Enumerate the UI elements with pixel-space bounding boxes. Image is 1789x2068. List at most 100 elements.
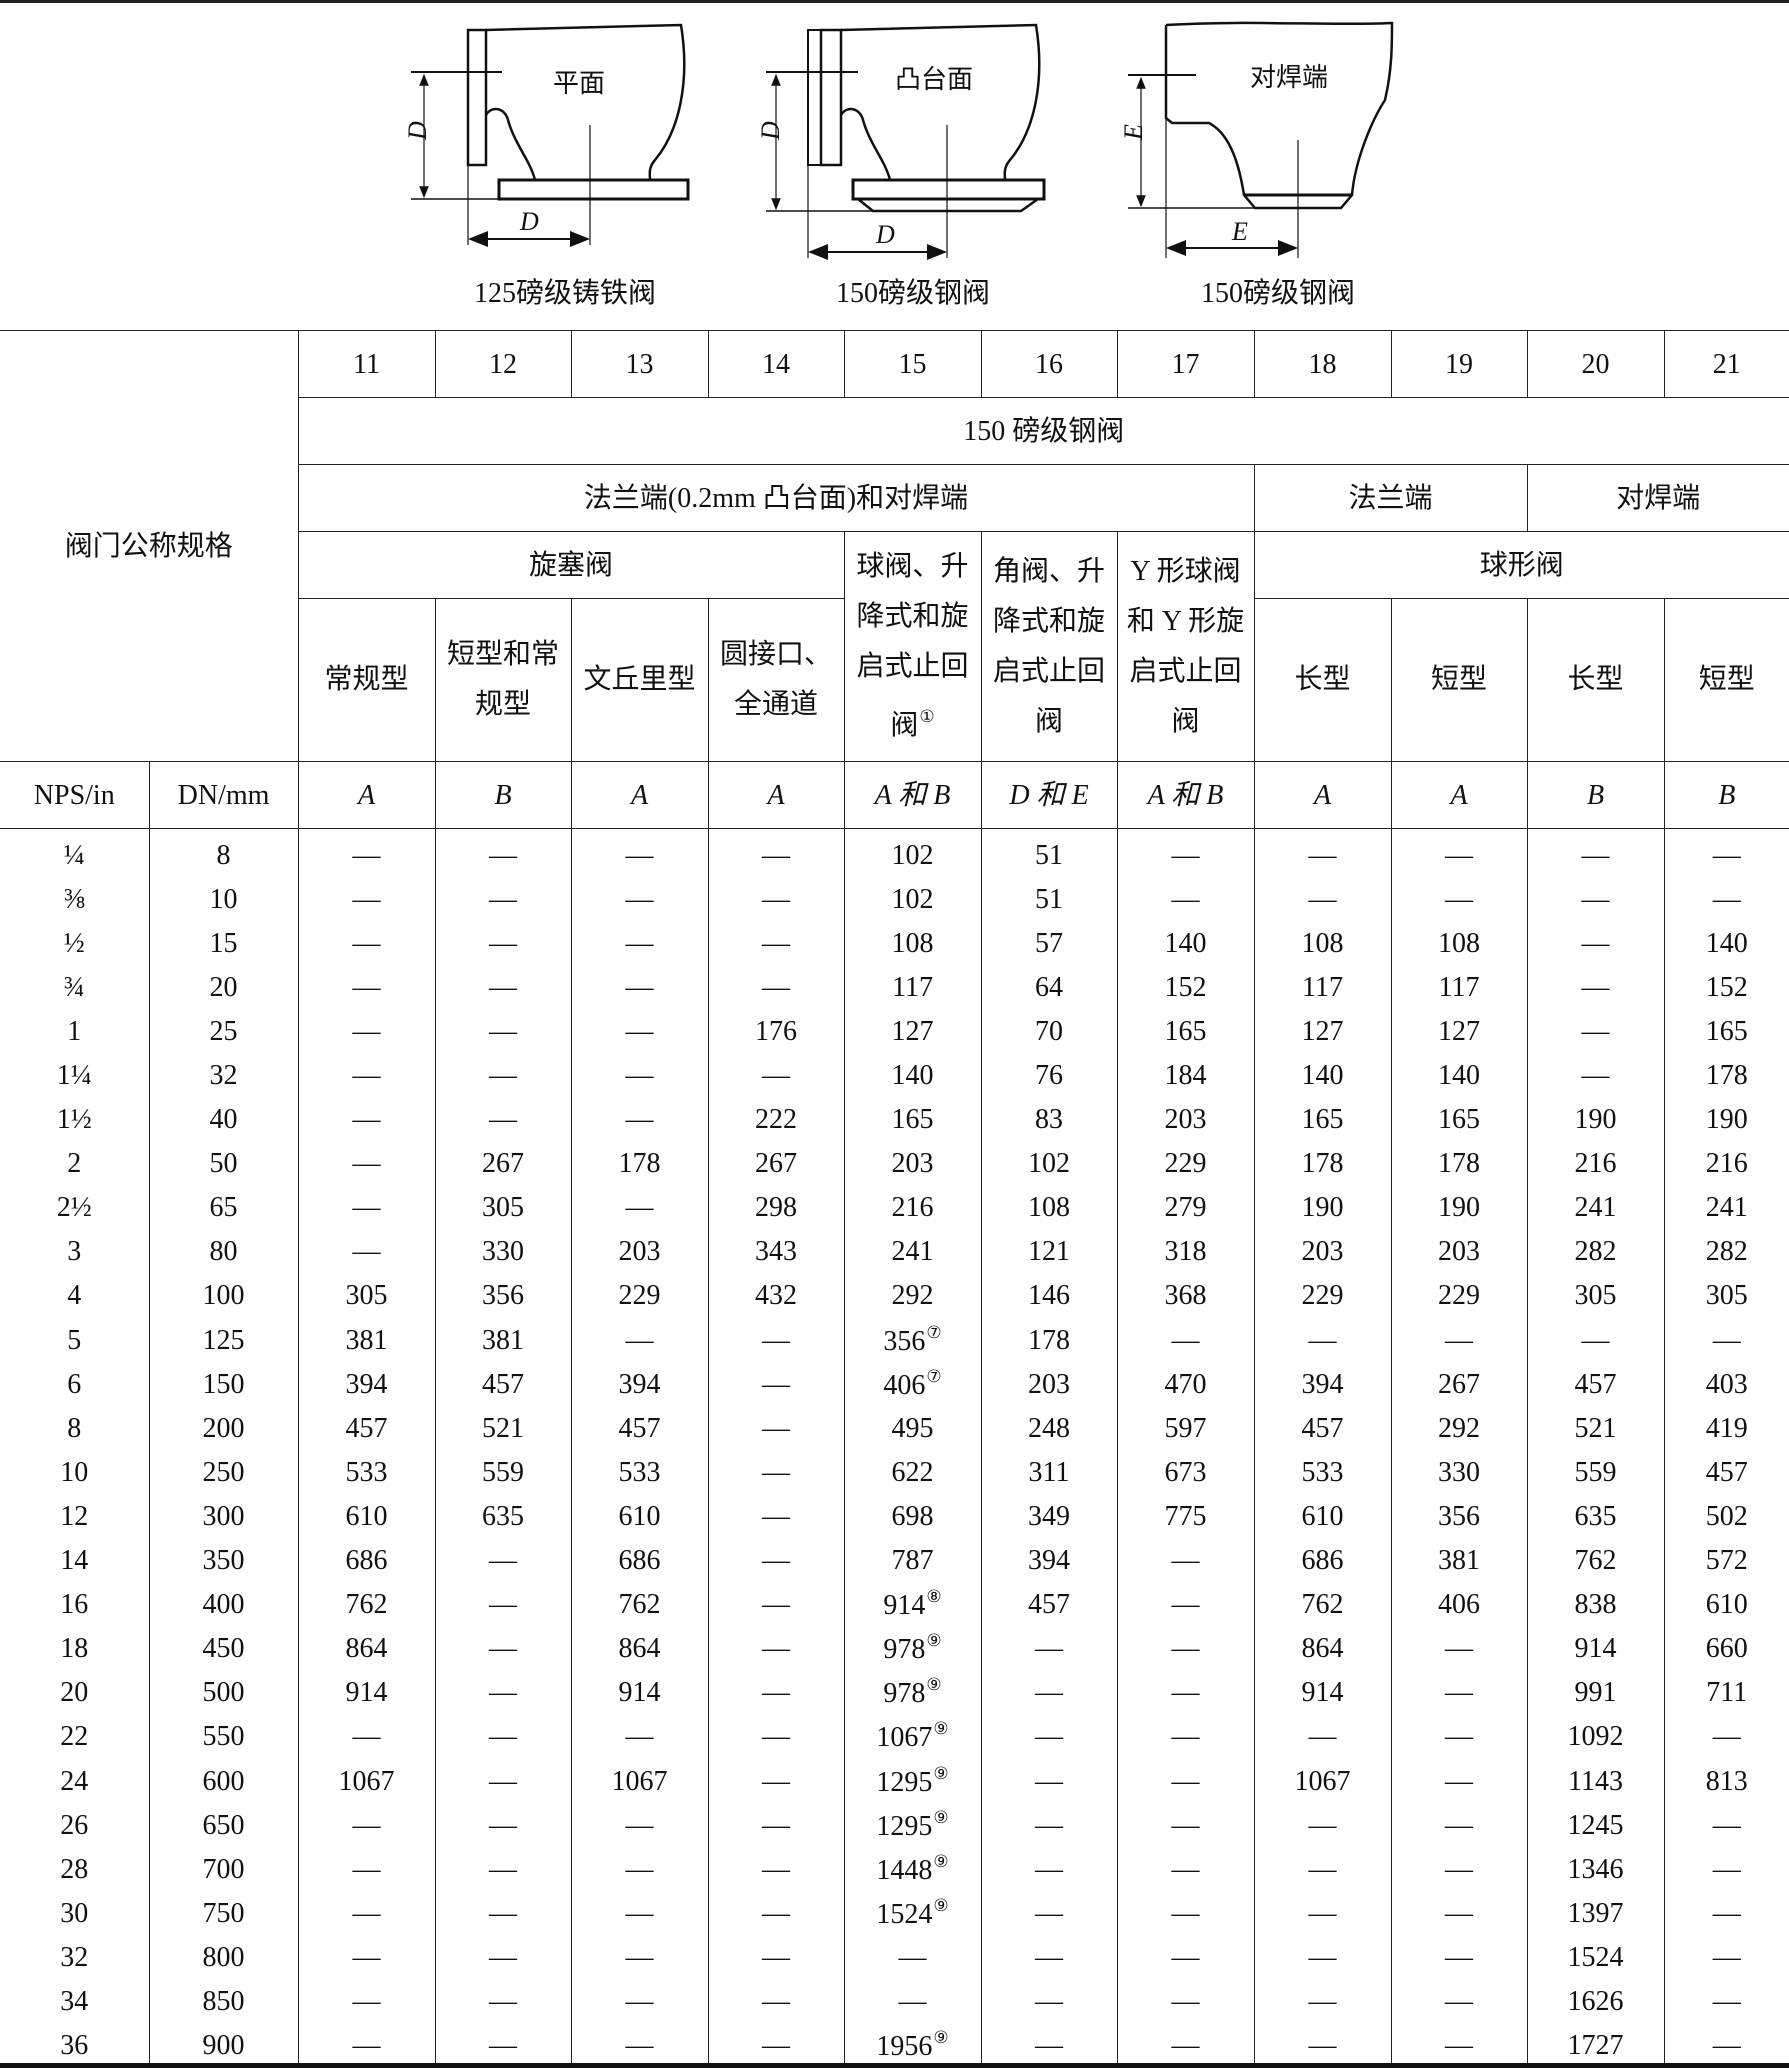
dimension-cell: 305 [297, 1273, 436, 1319]
dimension-cell: 117 [843, 965, 982, 1010]
diagram-2-dim-horizontal: D [875, 220, 895, 249]
dimension-cell: 203 [1116, 1097, 1255, 1142]
dimension-cell: — [707, 877, 845, 922]
dimension-cell: 165 [1253, 1097, 1392, 1142]
dimension-cell: — [434, 828, 572, 878]
valve-type-label: 球阀、升降式和旋启式止回阀 [856, 551, 969, 741]
dn-cell: 125 [148, 1318, 299, 1363]
dimension-cell: 203 [980, 1362, 1118, 1407]
dimension-cell: 222 [707, 1097, 845, 1142]
dimension-cell: — [1116, 1318, 1255, 1363]
dimension-cell: — [1116, 1803, 1255, 1848]
dimension-cell: — [1390, 1803, 1528, 1848]
dn-cell: 10 [148, 877, 299, 922]
dimension-cell: — [707, 1450, 845, 1495]
dimension-cell: 229 [1253, 1273, 1392, 1319]
dimension-cell: 914⑧ [843, 1582, 982, 1627]
dimension-cell: 533 [1253, 1450, 1392, 1495]
table-row: 34 850— — — — — — — — —1626— [0, 1979, 1789, 2024]
diagram-3-dim-vertical: E [1119, 124, 1148, 141]
dimension-cell: 356⑦ [843, 1318, 982, 1363]
dimension-cell: — [1663, 828, 1789, 878]
dimension-cell: — [297, 1185, 436, 1230]
dn-cell: 200 [148, 1406, 299, 1451]
nps-cell: ¼ [0, 828, 150, 878]
dimension-cell: 305 [434, 1185, 572, 1230]
dimension-cell: 1626 [1526, 1979, 1665, 2024]
dimension-cell: 152 [1116, 965, 1255, 1010]
dimension-cell: — [1526, 921, 1665, 966]
dimension-cell: 356 [1390, 1494, 1528, 1539]
valve-type-header-col17: Y 形球阀和 Y 形旋启式止回阀 [1116, 531, 1255, 762]
end-group-header: 法兰端(0.2mm 凸台面)和对焊端 [297, 464, 1255, 532]
dimension-cell: 495 [843, 1406, 982, 1451]
dimension-cell: 457 [434, 1362, 572, 1407]
dimension-cell: — [707, 1626, 845, 1671]
dimension-cell: 318 [1116, 1229, 1255, 1274]
diagram-2-caption: 150磅级钢阀 [836, 277, 990, 309]
dimension-cell: 292 [1390, 1406, 1528, 1451]
column-number: 15 [843, 330, 982, 398]
dimension-cell: 184 [1116, 1053, 1255, 1098]
dimension-cell: — [707, 828, 845, 878]
dimension-cell: — [1116, 1891, 1255, 1936]
dimension-cell: 610 [1253, 1494, 1392, 1539]
dn-cell: 550 [148, 1714, 299, 1759]
dimension-cell: — [1526, 877, 1665, 922]
dimension-cell: — [434, 965, 572, 1010]
footnote-marker: ⑨ [933, 1763, 949, 1783]
dimension-cell: 419 [1663, 1406, 1789, 1451]
nps-cell: 5 [0, 1318, 150, 1363]
dimension-cell: 102 [843, 877, 982, 922]
dimension-cell: — [1116, 2023, 1255, 2068]
dimension-cell: — [980, 1979, 1118, 2024]
dimension-cell: — [570, 921, 709, 966]
dimension-cell: — [297, 2023, 436, 2068]
dimension-cell: 914 [297, 1670, 436, 1715]
dimension-cell: — [570, 1891, 709, 1936]
dimension-cell: 229 [1390, 1273, 1528, 1319]
dimension-cell: — [707, 1406, 845, 1451]
diagram-1-dim-vertical: D [403, 121, 432, 141]
dimension-cell: 57 [980, 921, 1118, 966]
dimension-cell: — [297, 921, 436, 966]
dimension-cell: 108 [843, 921, 982, 966]
column-number: 11 [297, 330, 436, 398]
dimension-cell: — [707, 1362, 845, 1407]
footnote-marker: ⑧ [926, 1587, 942, 1607]
dimension-cell: — [1253, 1714, 1392, 1759]
dimension-cell: 457 [980, 1582, 1118, 1627]
dimension-cell: — [843, 1979, 982, 2024]
table-row: 24 600 1067—1067—1295⑨ — —1067—1143 813 [0, 1758, 1789, 1804]
dimension-cell: — [434, 1670, 572, 1715]
valve-type-header-col16: 角阀、升降式和旋启式止回阀 [980, 531, 1118, 762]
dn-cell: 32 [148, 1053, 299, 1098]
dimension-cell: 686 [570, 1538, 709, 1583]
dimension-cell: 457 [1663, 1450, 1789, 1495]
subtype-header: 文丘里型 [570, 598, 709, 762]
dimension-cell: — [297, 965, 436, 1010]
dimension-cell: 203 [570, 1229, 709, 1274]
dimension-cell: 108 [1390, 921, 1528, 966]
column-number: 21 [1663, 330, 1789, 398]
dimension-cell: 51 [980, 877, 1118, 922]
dimension-cell: 305 [1526, 1273, 1665, 1319]
dimension-cell: — [1663, 1803, 1789, 1848]
dimension-cell: — [980, 1758, 1118, 1804]
dimension-cell: 70 [980, 1009, 1118, 1054]
dimension-cell: 406⑦ [843, 1362, 982, 1407]
dimension-cell: — [1526, 828, 1665, 878]
dimension-letter: A [707, 761, 845, 829]
dimension-cell: — [1253, 2023, 1392, 2068]
dimension-cell: 216 [1663, 1141, 1789, 1186]
dimension-cell: 298 [707, 1185, 845, 1230]
dn-cell: 20 [148, 965, 299, 1010]
dimension-cell: — [434, 1847, 572, 1892]
dimension-cell: 559 [1526, 1450, 1665, 1495]
dimension-cell: 457 [570, 1406, 709, 1451]
dimension-cell: 282 [1526, 1229, 1665, 1274]
dimension-cell: 146 [980, 1273, 1118, 1319]
table-row: 30 750— — — —1524⑨ — — — —1397— [0, 1891, 1789, 1936]
dimension-cell: 190 [1253, 1185, 1392, 1230]
dimension-cell: — [707, 2023, 845, 2068]
